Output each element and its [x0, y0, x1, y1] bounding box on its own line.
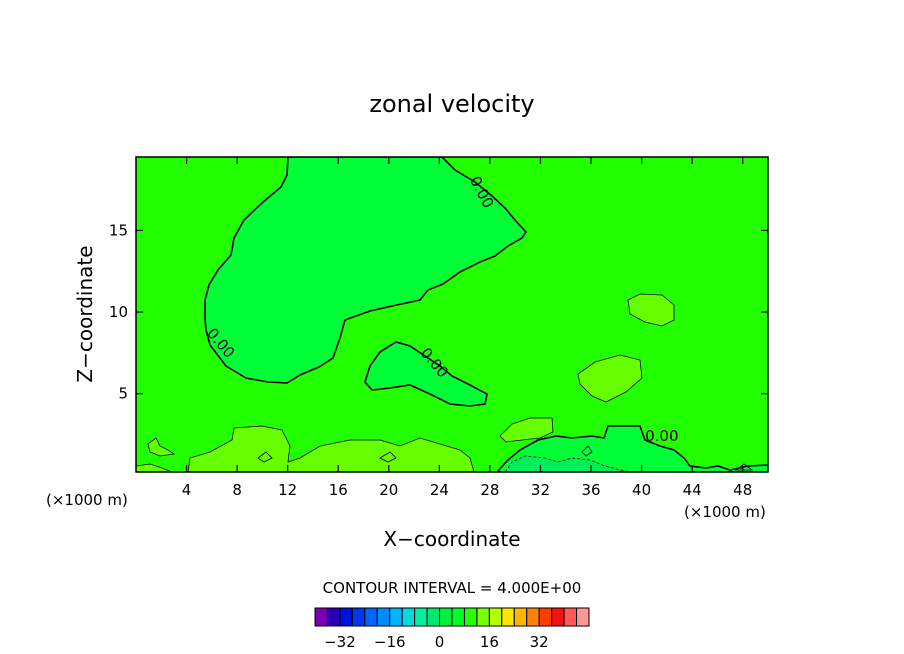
colorbar-swatch: [376, 607, 391, 627]
contour-pocket: [734, 463, 754, 471]
x-tick-label: 36: [581, 481, 600, 499]
colorbar-swatch: [513, 607, 528, 627]
colorbar-swatch: [538, 607, 553, 627]
x-tick-label: 8: [232, 481, 242, 499]
colorbar-swatch: [314, 607, 328, 627]
plot-frame: [135, 156, 769, 473]
colorbar-tick-label: 32: [530, 633, 549, 651]
x-tick-label: 4: [182, 481, 192, 499]
colorbar-swatch: [501, 607, 515, 627]
colorbar-tick-label: 0: [435, 633, 445, 651]
colorbar-swatch: [526, 607, 540, 627]
colorbar-tick-label: −16: [374, 633, 406, 651]
negative-region-core: [504, 455, 633, 472]
positive-blob: [187, 425, 475, 472]
x-unit-right: (×1000 m): [684, 503, 766, 521]
chart-title: zonal velocity: [369, 90, 534, 118]
contour-label: 0.00: [645, 427, 678, 445]
x-tick-label: 12: [278, 481, 297, 499]
x-unit-left: (×1000 m): [46, 491, 128, 509]
colorbar: −32 −16 0 16 32: [314, 607, 590, 651]
colorbar-swatch: [414, 607, 428, 627]
colorbar-swatch: [326, 607, 341, 627]
y-tick-label: 15: [109, 221, 128, 239]
colorbar-swatch: [488, 607, 503, 627]
colorbar-tick-label: −32: [324, 633, 356, 651]
colorbar-swatch: [451, 607, 465, 627]
colorbar-swatch: [551, 607, 565, 627]
x-tick-label: 24: [430, 481, 449, 499]
colorbar-swatch: [339, 607, 353, 627]
contour-pocket: [379, 451, 397, 463]
contour-pocket: [257, 451, 273, 463]
colorbar-swatch: [351, 607, 366, 627]
y-tick-label: 5: [118, 385, 128, 403]
colorbar-swatch: [364, 607, 378, 627]
contour-field: [136, 157, 768, 472]
contour-interval-text: CONTOUR INTERVAL = 4.000E+00: [323, 579, 582, 597]
x-tick-label: 28: [480, 481, 499, 499]
x-tick-label: 16: [329, 481, 348, 499]
colorbar-swatch: [476, 607, 490, 627]
y-axis-label: Z−coordinate: [73, 245, 97, 382]
positive-blob: [147, 437, 176, 457]
colorbar-swatch: [576, 607, 590, 627]
colorbar-tick-label: 16: [480, 633, 499, 651]
contour-pocket: [581, 445, 593, 457]
negative-region-upper: [204, 157, 528, 384]
positive-blob: [499, 417, 554, 443]
x-tick-label: 48: [733, 481, 752, 499]
colorbar-swatch: [439, 607, 453, 627]
y-tick-label: 10: [109, 303, 128, 321]
colorbar-swatch: [389, 607, 403, 627]
positive-blob: [136, 463, 173, 472]
negative-region-middle: [364, 341, 488, 407]
x-tick-label: 20: [379, 481, 398, 499]
colorbar-swatch: [401, 607, 416, 627]
positive-blob: [577, 354, 643, 403]
x-tick-label: 44: [683, 481, 702, 499]
x-tick-label: 40: [632, 481, 651, 499]
colorbar-swatch: [463, 607, 478, 627]
colorbar-swatch: [426, 607, 441, 627]
x-tick-label: 32: [531, 481, 550, 499]
x-axis-label: X−coordinate: [383, 527, 520, 551]
positive-blob: [627, 293, 675, 327]
colorbar-swatch: [563, 607, 578, 627]
